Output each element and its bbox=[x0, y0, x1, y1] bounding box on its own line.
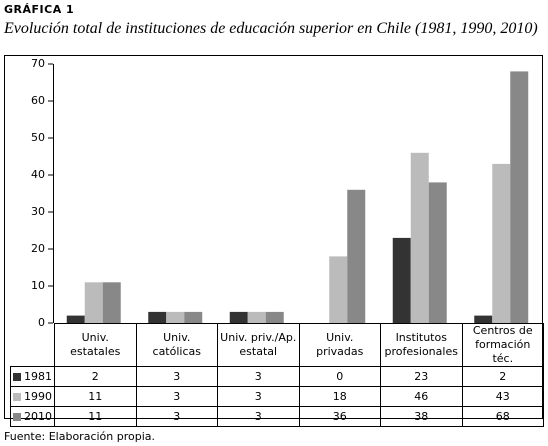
value-cell: 3 bbox=[135, 386, 218, 407]
bar bbox=[148, 311, 167, 323]
x-tick-label: Univ. estatales bbox=[54, 323, 137, 367]
value-cell: 3 bbox=[217, 366, 300, 387]
bar bbox=[492, 163, 511, 323]
y-tick-label: 30 bbox=[31, 205, 45, 218]
value-cell: 11 bbox=[54, 386, 137, 407]
legend-label: 2010 bbox=[24, 410, 52, 423]
bar bbox=[329, 256, 348, 323]
legend-entry: 1981 bbox=[10, 366, 55, 387]
legend-swatch bbox=[13, 413, 21, 421]
y-tick-label: 40 bbox=[31, 168, 45, 181]
bar bbox=[166, 311, 185, 323]
value-cell: 23 bbox=[380, 366, 463, 387]
bar bbox=[347, 189, 366, 323]
data-table: Univ. estatales Univ. católicas Univ. priv… bbox=[10, 323, 544, 427]
bar bbox=[66, 315, 85, 323]
subtitle: Evolución total de instituciones de educ… bbox=[4, 20, 538, 37]
bar bbox=[84, 282, 103, 323]
x-tick-label: Institutos profesionales bbox=[380, 323, 463, 367]
series-row: 2010 11 3 3 36 38 68 bbox=[10, 406, 544, 427]
bar bbox=[102, 282, 121, 323]
corner-cell bbox=[10, 323, 55, 367]
bar bbox=[510, 71, 529, 324]
legend-label: 1990 bbox=[24, 390, 52, 403]
category-row: Univ. estatales Univ. católicas Univ. priv… bbox=[10, 323, 544, 367]
legend-entry: 1990 bbox=[10, 386, 55, 407]
legend-entry: 2010 bbox=[10, 406, 55, 427]
value-cell: 2 bbox=[54, 366, 137, 387]
legend-swatch bbox=[13, 393, 21, 401]
bar bbox=[229, 311, 248, 323]
title: GRÁFICA 1 bbox=[4, 3, 75, 16]
x-tick-label: Univ. privadas bbox=[298, 323, 381, 367]
y-tick-label: 60 bbox=[31, 94, 45, 107]
value-cell: 38 bbox=[380, 406, 463, 427]
bar bbox=[428, 182, 447, 323]
value-cell: 3 bbox=[135, 406, 218, 427]
value-cell: 43 bbox=[461, 386, 544, 407]
y-tick-label: 20 bbox=[31, 242, 45, 255]
value-cell: 0 bbox=[298, 366, 381, 387]
bar bbox=[247, 311, 266, 323]
value-cell: 3 bbox=[217, 386, 300, 407]
y-tick-label: 70 bbox=[31, 57, 45, 70]
y-tick-label: 50 bbox=[31, 131, 45, 144]
x-tick-label: Centros de formación téc. bbox=[461, 323, 544, 367]
legend-swatch bbox=[13, 373, 21, 381]
value-cell: 18 bbox=[298, 386, 381, 407]
series-row: 1981 2 3 3 0 23 2 bbox=[10, 366, 544, 387]
bar bbox=[474, 315, 493, 323]
series-row: 1990 11 3 3 18 46 43 bbox=[10, 386, 544, 407]
value-cell: 68 bbox=[461, 406, 544, 427]
x-tick-label: Univ. priv./Ap. estatal bbox=[217, 323, 300, 367]
value-cell: 46 bbox=[380, 386, 463, 407]
y-tick-label: 10 bbox=[31, 279, 45, 292]
bar bbox=[392, 237, 411, 323]
value-cell: 11 bbox=[54, 406, 137, 427]
x-tick-label: Univ. católicas bbox=[135, 323, 218, 367]
bar bbox=[265, 311, 284, 323]
value-cell: 36 bbox=[298, 406, 381, 427]
value-cell: 3 bbox=[217, 406, 300, 427]
source: Fuente: Elaboración propia. bbox=[4, 430, 156, 443]
bar bbox=[184, 311, 203, 323]
y-tick-label: 0 bbox=[38, 316, 45, 329]
value-cell: 3 bbox=[135, 366, 218, 387]
value-cell: 2 bbox=[461, 366, 544, 387]
bar bbox=[410, 152, 429, 323]
legend-label: 1981 bbox=[24, 370, 52, 383]
